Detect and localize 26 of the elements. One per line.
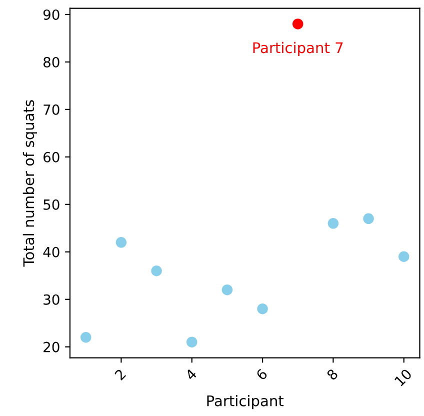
x-tick-label: 4 — [184, 368, 198, 381]
y-tick-label: 60 — [44, 152, 60, 162]
point — [257, 303, 268, 314]
point — [363, 213, 374, 224]
y-tick-label: 70 — [44, 104, 60, 115]
y-tick-label: 20 — [44, 342, 60, 352]
point — [292, 18, 304, 30]
y-axis-title: Total number of squats — [22, 100, 38, 267]
x-tick-label: 2 — [114, 368, 126, 380]
y-tick-label: 80 — [44, 56, 60, 68]
point — [222, 284, 233, 296]
point — [186, 336, 198, 348]
point — [328, 218, 339, 229]
point — [151, 265, 162, 276]
x-tick-label: 8 — [326, 368, 338, 381]
point — [398, 251, 410, 262]
point — [80, 332, 92, 343]
x-axis-title: Participant — [207, 395, 284, 410]
y-tick-label: 40 — [43, 246, 60, 258]
point — [116, 237, 127, 248]
y-tick-label: 90 — [43, 9, 60, 20]
x-tick-label: 10 — [394, 368, 412, 387]
x-tick-label: 6 — [256, 368, 268, 381]
y-tick-label: 30 — [44, 294, 60, 305]
y-tick-label: 50 — [44, 199, 60, 210]
annotation: Participant 7 — [253, 42, 343, 56]
